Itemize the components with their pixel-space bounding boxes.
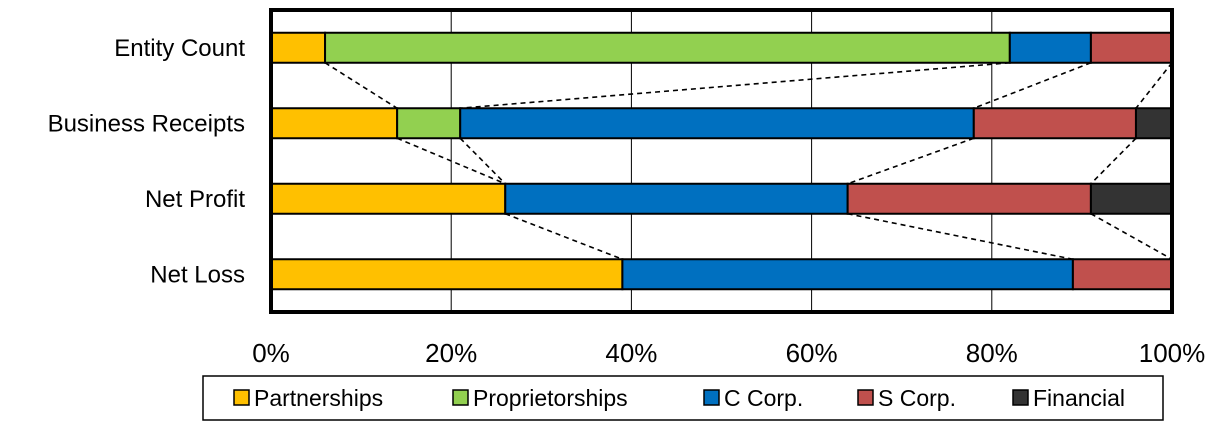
category-label-entity-count: Entity Count: [114, 35, 245, 62]
x-tick-label-80: 80%: [966, 338, 1018, 368]
legend-label-partnerships: Partnerships: [254, 385, 383, 411]
category-labels: Entity Count Business Receipts Net Profit N…: [48, 35, 246, 289]
connector-line: [973, 62, 1092, 109]
x-tick-label-100: 100%: [1139, 338, 1206, 368]
bar-business-receipts-proprietorships: [396, 107, 462, 140]
connector-line: [504, 213, 623, 260]
connector-lines: [324, 61, 1173, 261]
bar-net-profit-c-corp: [504, 182, 849, 215]
bar-net-profit-partnerships: [270, 182, 507, 215]
bar-business-receipts-s-corp: [972, 107, 1137, 140]
legend-label-financial: Financial: [1033, 385, 1125, 411]
connector-line: [847, 137, 975, 185]
legend-swatch-proprietorships: [452, 389, 469, 406]
bar-entity-count-s-corp: [1089, 31, 1174, 64]
bar-entity-count-proprietorships: [324, 31, 1011, 64]
x-tick-label-40: 40%: [605, 338, 657, 368]
bars: [270, 31, 1174, 291]
legend: Partnerships Proprietorships C Corp. S Corp…: [202, 375, 1164, 421]
category-label-net-profit: Net Profit: [145, 186, 245, 213]
connector-line: [1135, 62, 1173, 109]
x-tick-label-20: 20%: [425, 338, 477, 368]
bar-net-loss-partnerships: [270, 258, 624, 291]
x-tick-label-0: 0%: [252, 338, 290, 368]
category-label-business-receipts: Business Receipts: [48, 110, 245, 137]
legend-swatch-financial: [1012, 389, 1029, 406]
connector-line: [1090, 137, 1137, 185]
bar-entity-count-c-corp: [1008, 31, 1092, 64]
bar-net-profit-s-corp: [846, 182, 1092, 215]
category-label-net-loss: Net Loss: [150, 261, 245, 288]
plot-area-frame: [269, 8, 1174, 314]
bar-business-receipts-financial: [1134, 107, 1173, 140]
connector-line: [324, 62, 398, 109]
legend-label-s-corp: S Corp.: [878, 385, 956, 411]
connector-line: [847, 212, 1074, 261]
connector-line: [396, 137, 506, 185]
legend-swatch-s-corp: [857, 389, 874, 406]
legend-label-c-corp: C Corp.: [724, 385, 803, 411]
legend-label-proprietorships: Proprietorships: [473, 385, 628, 411]
bar-net-loss-c-corp: [621, 258, 1074, 291]
connector-line: [460, 61, 1010, 110]
bar-entity-count-partnerships: [270, 31, 327, 64]
bar-net-profit-financial: [1089, 182, 1174, 215]
legend-swatch-partnerships: [233, 389, 250, 406]
bar-net-loss-s-corp: [1071, 258, 1174, 291]
bar-business-receipts-c-corp: [459, 107, 975, 140]
legend-swatch-c-corp: [703, 389, 720, 406]
connector-line: [459, 137, 506, 185]
x-tick-label-60: 60%: [786, 338, 838, 368]
x-axis-ticks: 0% 20% 40% 60% 80% 100%: [252, 338, 1205, 368]
connector-line: [1090, 213, 1173, 260]
bar-business-receipts-partnerships: [270, 107, 399, 140]
legend-frame: [202, 375, 1164, 421]
